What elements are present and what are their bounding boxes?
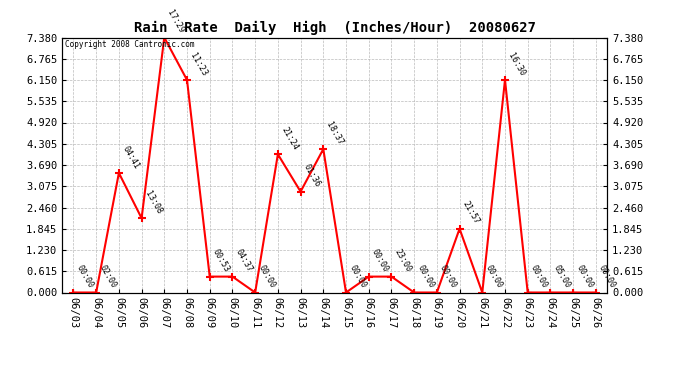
Text: 00:00: 00:00 — [438, 264, 459, 290]
Text: 18:37: 18:37 — [325, 120, 345, 146]
Text: 21:24: 21:24 — [279, 125, 299, 152]
Text: 02:00: 02:00 — [97, 264, 118, 290]
Text: 00:00: 00:00 — [598, 264, 618, 290]
Text: 00:00: 00:00 — [347, 264, 368, 290]
Text: 04:37: 04:37 — [234, 248, 254, 274]
Text: 16:30: 16:30 — [506, 51, 526, 77]
Text: 00:00: 00:00 — [75, 264, 95, 290]
Text: 00:00: 00:00 — [529, 264, 549, 290]
Text: Copyright 2008 Cantronic.com: Copyright 2008 Cantronic.com — [65, 40, 195, 49]
Text: 04:41: 04:41 — [120, 144, 141, 170]
Text: 21:57: 21:57 — [461, 200, 481, 226]
Text: 11:23: 11:23 — [188, 51, 208, 77]
Text: 23:00: 23:00 — [393, 248, 413, 274]
Text: 00:00: 00:00 — [575, 264, 595, 290]
Text: 00:53: 00:53 — [211, 248, 231, 274]
Text: 00:00: 00:00 — [370, 248, 391, 274]
Title: Rain  Rate  Daily  High  (Inches/Hour)  20080627: Rain Rate Daily High (Inches/Hour) 20080… — [134, 21, 535, 35]
Text: 17:29: 17:29 — [166, 9, 186, 35]
Text: 00:00: 00:00 — [257, 264, 277, 290]
Text: 00:00: 00:00 — [484, 264, 504, 290]
Text: 05:00: 05:00 — [552, 264, 572, 290]
Text: 13:08: 13:08 — [143, 189, 164, 215]
Text: 00:00: 00:00 — [415, 264, 436, 290]
Text: 01:36: 01:36 — [302, 163, 322, 189]
